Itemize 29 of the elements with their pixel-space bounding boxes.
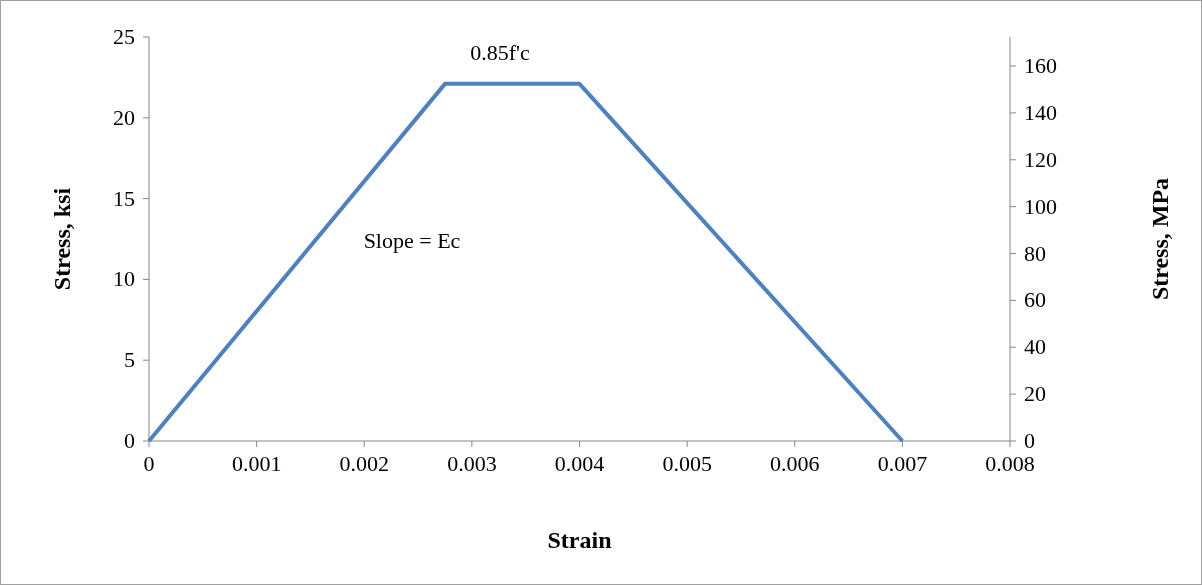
x-tick-label: 0.003: [447, 451, 497, 476]
x-tick-label: 0: [143, 451, 155, 476]
y2-tick-label: 100: [1024, 193, 1057, 219]
x-tick-label: 0.005: [662, 451, 712, 476]
annotation: Slope = Ec: [363, 228, 461, 253]
y-tick-label: 10: [113, 266, 135, 292]
x-tick-label: 0.001: [231, 451, 282, 476]
x-tick-label: 0.002: [339, 451, 389, 476]
y-tick-label: 5: [124, 347, 135, 373]
y2-tick-label: 0: [1024, 428, 1035, 453]
y2-tick-label: 140: [1024, 99, 1057, 125]
x-tick-label: 0.008: [985, 451, 1035, 476]
y2-tick-label: 80: [1024, 240, 1046, 266]
y-tick-label: 15: [113, 185, 135, 211]
annotation: 0.85f'c: [470, 40, 531, 65]
x-tick-label: 0.006: [770, 451, 820, 476]
y-tick-label: 0: [124, 428, 135, 453]
y2-tick-label: 160: [1024, 53, 1057, 79]
x-axis-title: Strain: [547, 527, 612, 553]
x-tick-label: 0.007: [877, 451, 928, 476]
y2-axis-title: Stress, MPa: [1147, 177, 1173, 301]
y2-tick-label: 40: [1024, 334, 1046, 360]
x-tick-label: 0.004: [554, 451, 605, 476]
y2-tick-label: 120: [1024, 146, 1057, 172]
y-axis-title: Stress, ksi: [49, 187, 75, 291]
y2-tick-label: 60: [1024, 287, 1046, 313]
y-tick-label: 20: [113, 104, 135, 130]
y2-tick-label: 20: [1024, 381, 1046, 407]
y-tick-label: 25: [113, 24, 135, 49]
